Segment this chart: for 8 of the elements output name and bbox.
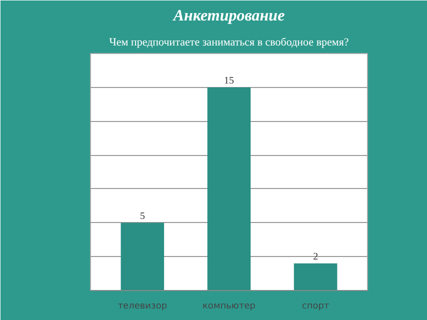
data-label: 5 bbox=[140, 210, 145, 222]
data-label: 15 bbox=[224, 75, 234, 86]
chart-subtitle: Чем предпочитаете заниматься в свободное время? bbox=[109, 36, 349, 48]
data-label: 2 bbox=[313, 251, 318, 262]
x-tick-label: спорт bbox=[302, 302, 330, 312]
x-tick-label: телевизор bbox=[118, 302, 168, 312]
x-tick-label: компьютер bbox=[202, 302, 256, 312]
chart-title: Анкетирование bbox=[172, 8, 285, 24]
